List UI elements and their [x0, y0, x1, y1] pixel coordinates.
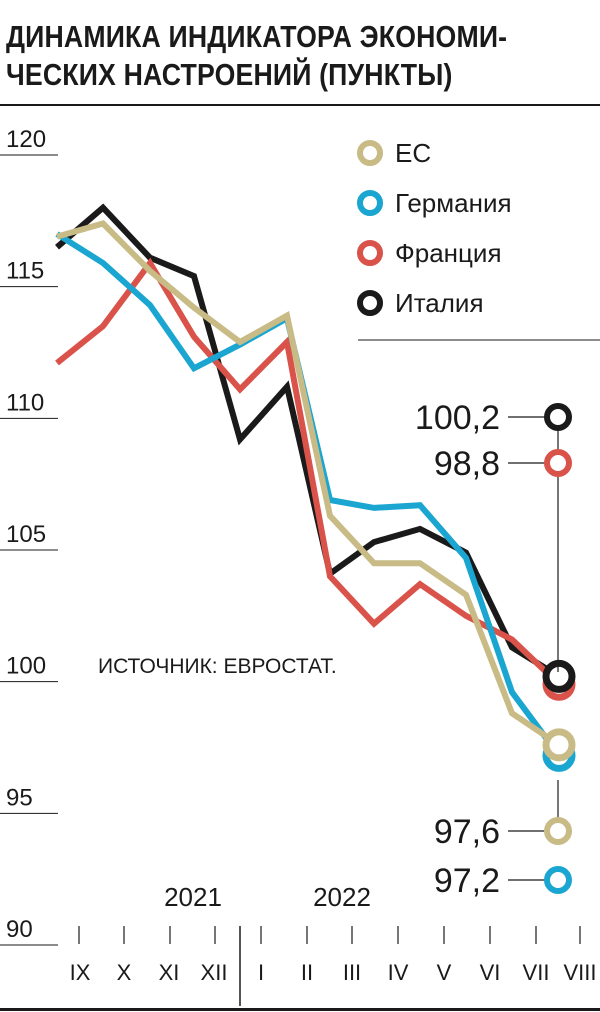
callout-value-label: 98,8: [434, 445, 500, 483]
x-tick-label: XII: [201, 960, 228, 985]
legend-label: Италия: [395, 288, 484, 318]
callout-value-label: 97,2: [434, 862, 500, 900]
x-tick-label: I: [258, 960, 264, 985]
chart-title-line-1: ДИНАМИКА ИНДИКАТОРА ЭКОНОМИ-: [6, 19, 508, 54]
year-label: 2022: [313, 882, 371, 912]
source-note: ИСТОЧНИК: ЕВРОСТАТ.: [98, 655, 337, 678]
legend-label: ЕС: [395, 138, 431, 168]
x-tick-label: X: [117, 960, 132, 985]
x-tick-label: II: [301, 960, 313, 985]
callout-value-label: 97,6: [434, 813, 500, 851]
y-tick-label: 100: [6, 653, 46, 680]
legend: ЕС Германия Франция Италия: [357, 138, 600, 341]
series-line-italy: [55, 203, 561, 679]
series-end-marker: [542, 728, 576, 762]
y-tick-label: 95: [6, 784, 33, 811]
legend-label: Германия: [395, 188, 512, 218]
x-tick-label: VI: [480, 960, 501, 985]
y-tick-label: 115: [6, 258, 44, 285]
legend-marker: [357, 290, 383, 316]
callout-marker: [544, 449, 572, 477]
y-tick-label: 105: [6, 521, 46, 548]
callout-marker: [544, 817, 572, 845]
legend-marker: [357, 190, 383, 216]
series-line-eu: [56, 220, 561, 748]
legend-label: Франция: [395, 238, 502, 268]
x-tick-label: IX: [70, 960, 91, 985]
chart-title: ДИНАМИКА ИНДИКАТОРА ЭКОНОМИ- ЧЕСКИХ НАСТ…: [6, 18, 513, 94]
x-tick-label: III: [343, 960, 361, 985]
year-label: 2021: [164, 882, 222, 912]
x-tick-label: VII: [523, 960, 550, 985]
title-divider: [0, 104, 600, 106]
legend-marker: [357, 140, 383, 166]
series-lines: [55, 203, 576, 772]
x-tick-label: IV: [388, 960, 409, 985]
y-axis: 90 95 100 105 110 115 120: [0, 126, 58, 946]
bottom-divider: [0, 1008, 600, 1011]
x-tick-label: VIII: [563, 960, 596, 985]
x-tick-label: V: [437, 960, 452, 985]
series-end-marker: [542, 659, 576, 693]
callout-value-label: 100,2: [415, 399, 500, 437]
y-tick-label: 90: [6, 916, 33, 943]
x-tick-label: XI: [159, 960, 180, 985]
y-tick-label: 110: [6, 389, 44, 416]
value-callouts: 100,2 98,8 97,6 97,2: [415, 399, 572, 900]
chart-title-line-2: ЧЕСКИХ НАСТРОЕНИЙ (ПУНКТЫ): [6, 57, 453, 92]
callout-marker: [544, 403, 572, 431]
callout-marker: [544, 866, 572, 894]
legend-marker: [357, 240, 383, 266]
y-tick-label: 120: [6, 126, 46, 153]
